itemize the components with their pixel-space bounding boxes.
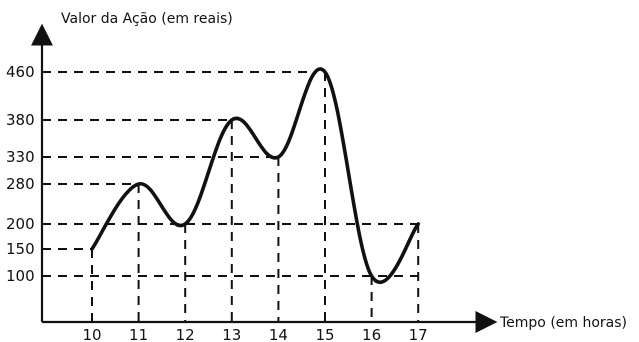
y-tick-label-460: 460 <box>6 63 35 81</box>
x-tick-label-10: 10 <box>82 326 101 342</box>
x-tick-label-13: 13 <box>222 326 241 342</box>
tick-labels-layer: 100 150 200 280 330 380 460 10 11 12 13 14 15 16 17 <box>6 63 428 342</box>
x-tick-label-14: 14 <box>269 326 288 342</box>
y-axis-label: Valor da Ação (em reais) <box>61 11 233 27</box>
series-line <box>90 67 420 285</box>
guide-lines-layer <box>42 71 420 322</box>
axes-layer: Valor da Ação (em reais) Tempo (em horas… <box>31 11 627 333</box>
y-tick-label-280: 280 <box>6 175 35 193</box>
x-tick-label-17: 17 <box>409 326 428 342</box>
x-tick-label-11: 11 <box>129 326 148 342</box>
x-axis-label: Tempo (em horas) <box>499 315 627 331</box>
y-tick-label-200: 200 <box>6 215 35 233</box>
x-tick-label-16: 16 <box>362 326 381 342</box>
x-tick-label-15: 15 <box>315 326 334 342</box>
y-tick-label-330: 330 <box>6 148 35 166</box>
y-tick-label-380: 380 <box>6 111 35 129</box>
y-tick-label-100: 100 <box>6 267 35 285</box>
x-tick-label-12: 12 <box>176 326 195 342</box>
y-tick-label-150: 150 <box>6 240 35 258</box>
